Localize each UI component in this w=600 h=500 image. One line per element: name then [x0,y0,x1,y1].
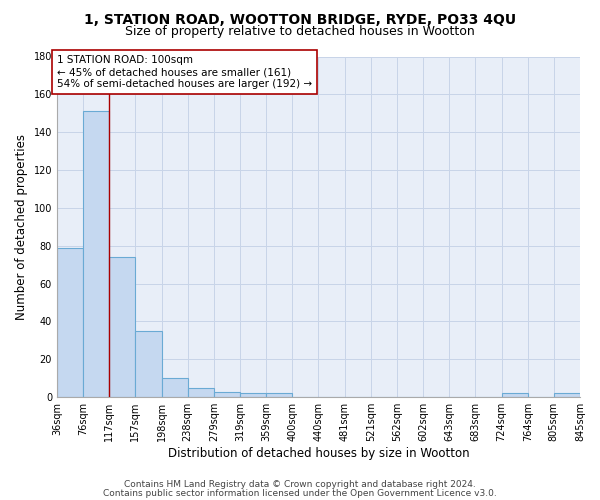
Bar [266,394,292,397]
Bar [57,248,83,397]
Y-axis label: Number of detached properties: Number of detached properties [15,134,28,320]
Bar [502,394,527,397]
X-axis label: Distribution of detached houses by size in Wootton: Distribution of detached houses by size … [167,447,469,460]
Text: 1 STATION ROAD: 100sqm
← 45% of detached houses are smaller (161)
54% of semi-de: 1 STATION ROAD: 100sqm ← 45% of detached… [57,56,312,88]
Bar [554,394,580,397]
Text: Size of property relative to detached houses in Wootton: Size of property relative to detached ho… [125,25,475,38]
Text: 1, STATION ROAD, WOOTTON BRIDGE, RYDE, PO33 4QU: 1, STATION ROAD, WOOTTON BRIDGE, RYDE, P… [84,12,516,26]
Bar [161,378,188,397]
Bar [240,394,266,397]
Bar [136,331,161,397]
Text: Contains HM Land Registry data © Crown copyright and database right 2024.: Contains HM Land Registry data © Crown c… [124,480,476,489]
Bar [83,112,109,397]
Bar [188,388,214,397]
Bar [109,257,136,397]
Bar [214,392,240,397]
Text: Contains public sector information licensed under the Open Government Licence v3: Contains public sector information licen… [103,488,497,498]
